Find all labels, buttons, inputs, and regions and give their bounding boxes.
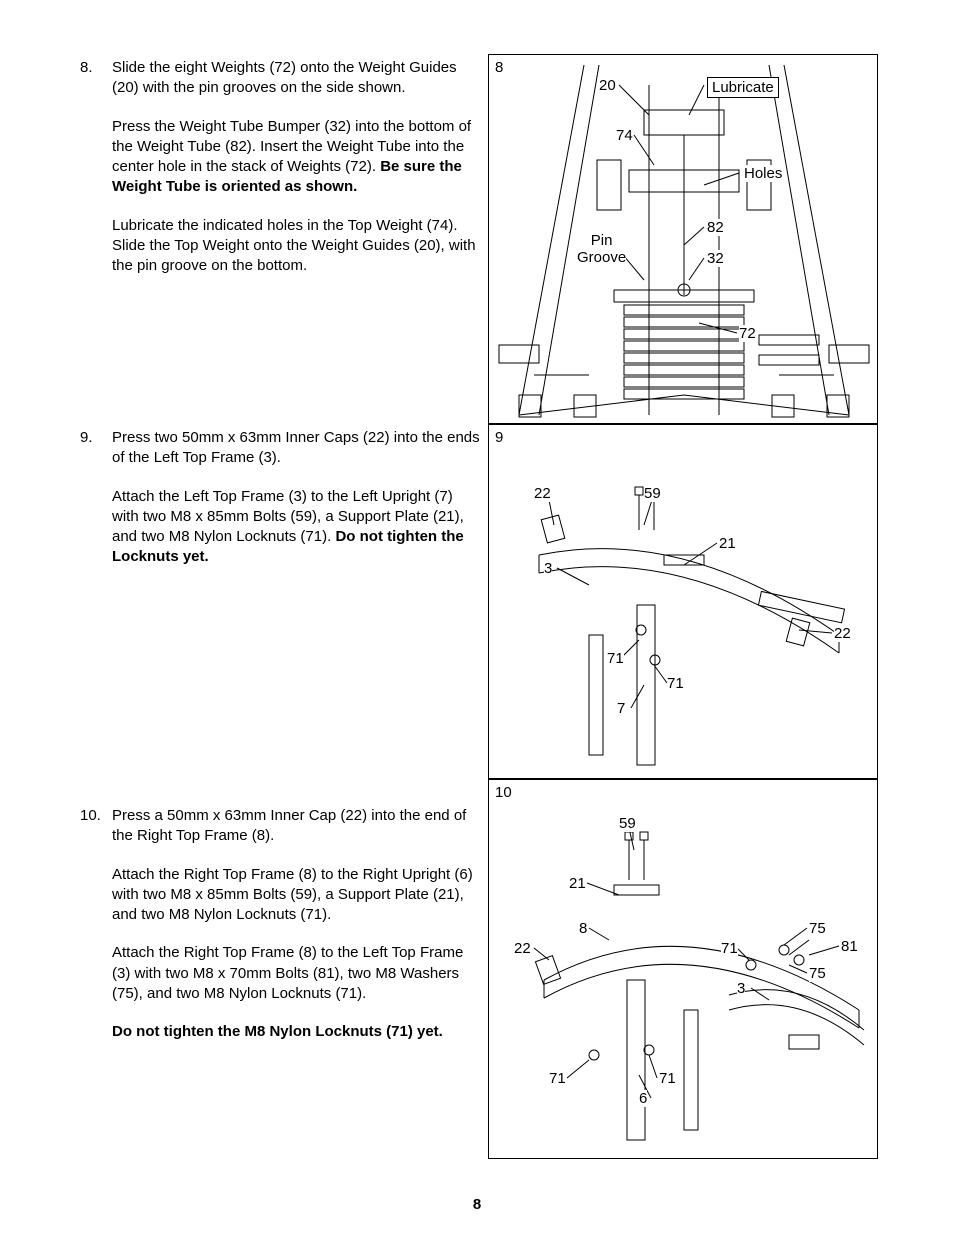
callout-label: 22: [514, 940, 531, 957]
leader-lines: [489, 425, 879, 780]
step-number: 8.: [80, 58, 112, 276]
step-paragraph: Do not tighten the M8 Nylon Locknuts (71…: [112, 1022, 480, 1042]
figure-8: 8: [488, 54, 878, 424]
callout-label: 22: [534, 485, 551, 502]
callout-label: 3: [737, 980, 745, 997]
callout-label: 7: [617, 700, 625, 717]
page-number: 8: [0, 1196, 954, 1213]
callout-label: 71: [721, 940, 738, 957]
callout-label: 32: [707, 250, 724, 267]
page: 8.Slide the eight Weights (72) onto the …: [0, 0, 954, 1235]
figure-10: 10 592182275817571371716: [488, 779, 878, 1159]
callout-label: 71: [667, 675, 684, 692]
step-paragraph: Attach the Right Top Frame (8) to the Ri…: [112, 865, 480, 926]
step-paragraph: Press a 50mm x 63mm Inner Cap (22) into …: [112, 806, 480, 847]
callout-label: 21: [719, 535, 736, 552]
step-body: Slide the eight Weights (72) onto the We…: [112, 58, 480, 276]
callout-label: 81: [841, 938, 858, 955]
figures-column: 8: [488, 54, 878, 1159]
callout-label: 75: [809, 965, 826, 982]
callout-label: 59: [644, 485, 661, 502]
callout-label: 21: [569, 875, 586, 892]
callout-label: 71: [607, 650, 624, 667]
step-paragraph: Slide the eight Weights (72) onto the We…: [112, 58, 480, 99]
callout-label: 20: [599, 77, 616, 94]
callout-label: 8: [579, 920, 587, 937]
callout-label: 75: [809, 920, 826, 937]
step-body: Press two 50mm x 63mm Inner Caps (22) in…: [112, 428, 480, 568]
step-paragraph: Press the Weight Tube Bumper (32) into t…: [112, 117, 480, 198]
figure-9: 9 22592132271717: [488, 424, 878, 779]
callout-label: 71: [659, 1070, 676, 1087]
callout-label: 72: [739, 325, 756, 342]
leader-lines: [489, 55, 879, 425]
callout-label: 3: [544, 560, 552, 577]
instruction-step: 10.Press a 50mm x 63mm Inner Cap (22) in…: [80, 806, 480, 1042]
callout-label: 6: [639, 1090, 647, 1107]
step-paragraph: Lubricate the indicated holes in the Top…: [112, 216, 480, 277]
instruction-step: 9.Press two 50mm x 63mm Inner Caps (22) …: [80, 428, 480, 568]
step-paragraph: Attach the Right Top Frame (8) to the Le…: [112, 943, 480, 1004]
instruction-step: 8.Slide the eight Weights (72) onto the …: [80, 58, 480, 276]
step-number: 10.: [80, 806, 112, 1042]
step-paragraph: Press two 50mm x 63mm Inner Caps (22) in…: [112, 428, 480, 469]
callout-label: Holes: [744, 165, 782, 182]
callout-label: Lubricate: [707, 77, 779, 98]
callout-label: 22: [834, 625, 851, 642]
step-body: Press a 50mm x 63mm Inner Cap (22) into …: [112, 806, 480, 1042]
callout-label: 82: [707, 219, 724, 236]
callout-label: 71: [549, 1070, 566, 1087]
callout-label: PinGroove: [577, 233, 626, 266]
step-paragraph: Attach the Left Top Frame (3) to the Lef…: [112, 487, 480, 568]
callout-label: 74: [616, 127, 633, 144]
callout-label: 59: [619, 815, 636, 832]
step-number: 9.: [80, 428, 112, 568]
